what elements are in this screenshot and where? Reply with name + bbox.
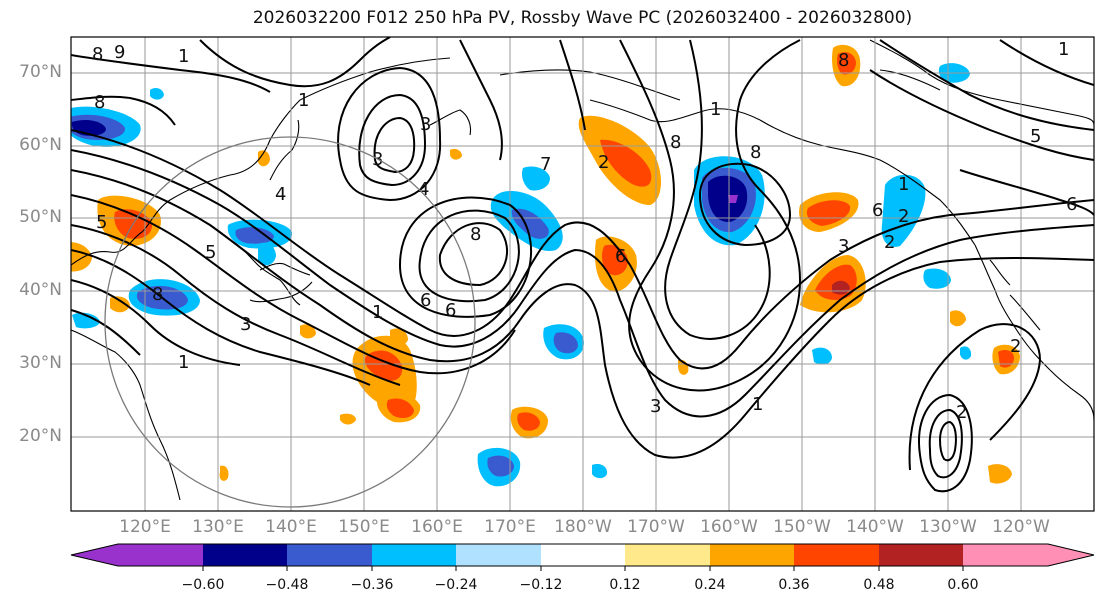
contour-label: 8 bbox=[670, 132, 681, 153]
lat-label: 60°N bbox=[19, 135, 62, 155]
contour-label: 2 bbox=[884, 232, 895, 253]
contour-label: 6 bbox=[445, 300, 456, 321]
colorbar-tick-label: −0.24 bbox=[434, 577, 478, 593]
lon-label: 180°W bbox=[554, 517, 612, 537]
contour-label: 8 bbox=[750, 142, 761, 163]
lat-label: 50°N bbox=[19, 207, 62, 227]
contour-label: 8 bbox=[152, 284, 163, 305]
contour-label: 3 bbox=[420, 114, 431, 135]
contour-label: 3 bbox=[838, 236, 849, 257]
lon-label: 150°W bbox=[773, 517, 831, 537]
contour-label: 5 bbox=[96, 212, 107, 233]
colorbar-bin bbox=[372, 544, 456, 566]
lat-label: 40°N bbox=[19, 280, 62, 300]
contour-label: 4 bbox=[275, 184, 286, 205]
map-area: 8 9 1 8 1 3 3 4 8 5 6 1 3 1 2 8 8 5 1 5 … bbox=[71, 37, 1094, 511]
contour-label: 6 bbox=[1066, 194, 1077, 215]
lon-label: 170°E bbox=[484, 517, 536, 537]
colorbar-tick-label: 0.48 bbox=[863, 577, 895, 593]
contour-label: 2 bbox=[898, 206, 909, 227]
contour-label: 2 bbox=[598, 152, 609, 173]
lon-label: 120°W bbox=[992, 517, 1050, 537]
lon-label: 140°E bbox=[265, 517, 317, 537]
contour-label: 1 bbox=[710, 99, 721, 120]
colorbar-tick-label: 0.12 bbox=[609, 577, 641, 593]
contour-label: 1 bbox=[178, 46, 189, 67]
contour-label: 5 bbox=[205, 242, 216, 263]
map-frame bbox=[70, 36, 1095, 512]
colorbar-bin bbox=[625, 544, 710, 566]
contour-label: 1 bbox=[178, 352, 189, 373]
colorbar-bin bbox=[710, 544, 794, 566]
colorbar-max-arrow bbox=[1048, 544, 1094, 566]
colorbar-tick-label: 0.24 bbox=[694, 577, 726, 593]
lon-label: 120°E bbox=[119, 517, 171, 537]
map-title: 2026032200 F012 250 hPa PV, Rossby Wave … bbox=[252, 8, 913, 28]
lon-label: 170°W bbox=[627, 517, 685, 537]
colorbar-bin bbox=[287, 544, 372, 566]
contour-label: 8 bbox=[838, 50, 849, 71]
contour-label: 1 bbox=[372, 302, 383, 323]
contour-label: 4 bbox=[418, 179, 429, 200]
colorbar-tick-label: 0.36 bbox=[778, 577, 810, 593]
colorbar-bin bbox=[118, 544, 203, 566]
contour-label: 2 bbox=[956, 402, 967, 423]
contour-label: 9 bbox=[114, 42, 125, 63]
lat-label: 30°N bbox=[19, 353, 62, 373]
contour-label: 8 bbox=[470, 224, 481, 245]
colorbar-bin bbox=[794, 544, 879, 566]
negative-anomaly-blobs bbox=[71, 63, 972, 487]
contour-label: 1 bbox=[298, 90, 309, 111]
contour-label: 1 bbox=[1058, 39, 1069, 60]
colorbar bbox=[70, 543, 1095, 571]
colorbar-bin bbox=[203, 544, 287, 566]
contour-label: 2 bbox=[1010, 336, 1021, 357]
lon-label: 150°E bbox=[338, 517, 390, 537]
lon-label: 160°W bbox=[700, 517, 758, 537]
contour-label: 1 bbox=[898, 174, 909, 195]
lat-label: 20°N bbox=[19, 426, 62, 446]
colorbar-tick-label: −0.60 bbox=[181, 577, 225, 593]
lon-label: 140°W bbox=[846, 517, 904, 537]
colorbar-tick-label: −0.36 bbox=[350, 577, 394, 593]
contour-label: 6 bbox=[615, 246, 626, 267]
contour-label: 5 bbox=[1030, 126, 1041, 147]
colorbar-tick-label: −0.48 bbox=[265, 577, 309, 593]
contour-label: 7 bbox=[540, 154, 551, 175]
lon-label: 130°E bbox=[192, 517, 244, 537]
contour-label: 8 bbox=[92, 44, 103, 65]
pv-contour-lines bbox=[71, 37, 1094, 493]
colorbar-bin bbox=[456, 544, 541, 566]
contour-label: 8 bbox=[94, 92, 105, 113]
colorbar-outline bbox=[70, 543, 1095, 567]
lon-label: 130°W bbox=[919, 517, 977, 537]
contour-label: 6 bbox=[420, 290, 431, 311]
colorbar-tick-label: −0.12 bbox=[519, 577, 563, 593]
colorbar-bin bbox=[541, 544, 625, 566]
colorbar-bin bbox=[879, 544, 963, 566]
reference-circle bbox=[104, 136, 476, 508]
contour-label: 6 bbox=[872, 200, 883, 221]
contour-label: 1 bbox=[752, 394, 763, 415]
colorbar-bin bbox=[963, 544, 1048, 566]
colorbar-min-arrow bbox=[71, 544, 118, 566]
contour-label: 3 bbox=[650, 396, 661, 417]
colorbar-tick-label: 0.60 bbox=[947, 577, 979, 593]
contour-label: 3 bbox=[240, 314, 251, 335]
lat-label: 70°N bbox=[19, 62, 62, 82]
lon-label: 160°E bbox=[411, 517, 463, 537]
